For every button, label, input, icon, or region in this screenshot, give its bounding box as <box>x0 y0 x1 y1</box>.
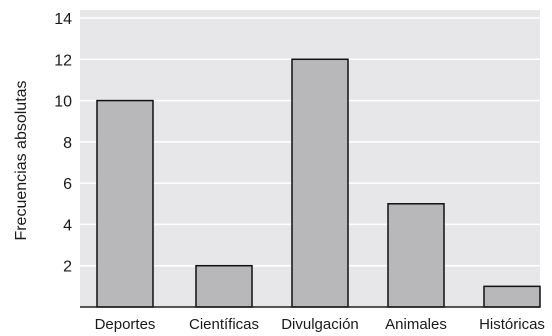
bar-divulgación <box>291 58 349 308</box>
x-tick-label-científicas: Científicas <box>189 316 259 333</box>
bar-históricas <box>483 285 541 308</box>
y-tick-label-8: 8 <box>63 135 72 152</box>
y-axis-ticks: 2 4 6 8 10 12 14 <box>54 11 72 276</box>
y-tick-label-12: 12 <box>54 52 72 69</box>
x-tick-label-deportes: Deportes <box>95 316 156 333</box>
x-tick-label-divulgación: Divulgación <box>281 316 359 333</box>
y-tick-label-14: 14 <box>54 11 72 28</box>
y-tick-label-10: 10 <box>54 94 72 111</box>
bar-científicas <box>195 264 253 308</box>
y-axis-title: Frecuencias absolutas <box>13 80 30 240</box>
x-axis-labels: Deportes Científicas Divulgación Animales Hi… <box>95 316 545 333</box>
x-tick-label-históricas: Históricas <box>479 316 545 333</box>
bar-deportes <box>96 99 154 308</box>
y-tick-label-2: 2 <box>63 259 72 276</box>
x-tick-label-animales: Animales <box>385 316 447 333</box>
y-tick-label-6: 6 <box>63 176 72 193</box>
bar-animales <box>387 203 445 308</box>
y-tick-label-4: 4 <box>63 217 72 234</box>
